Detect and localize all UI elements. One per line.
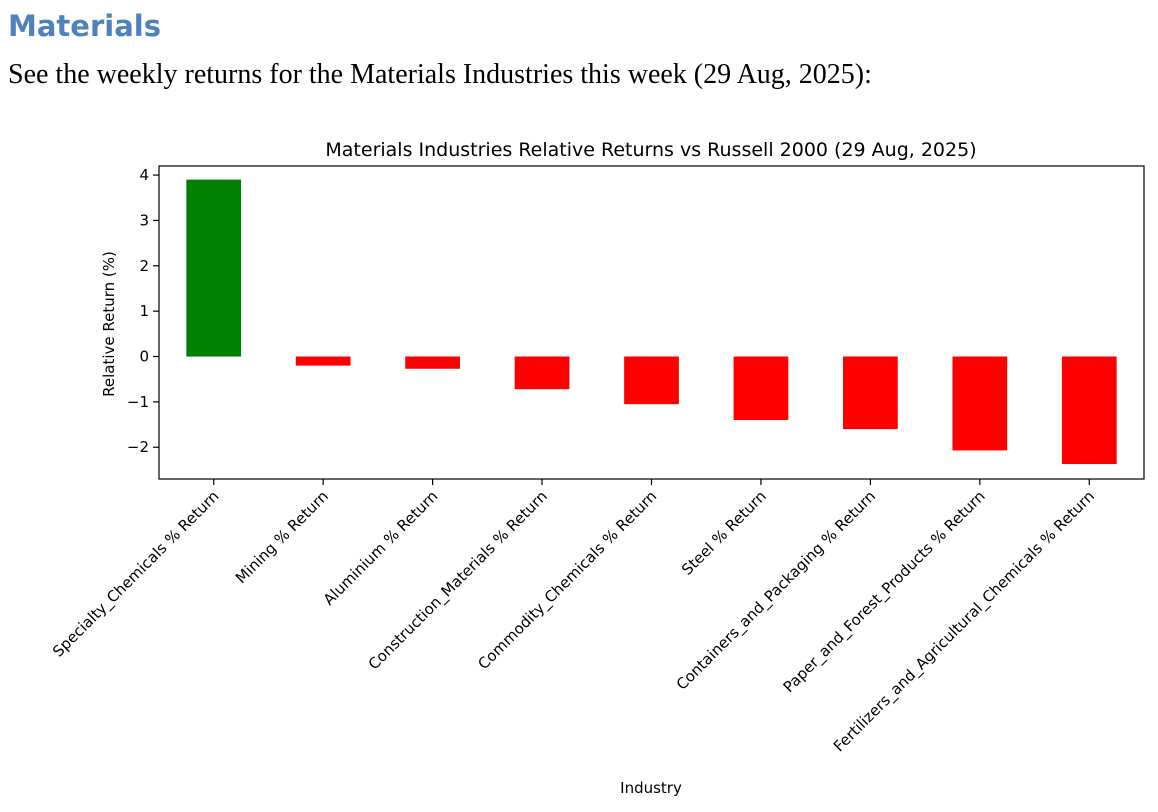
bar: [295, 356, 351, 366]
y-tick-label: 2: [139, 257, 149, 275]
x-tick-label: Fertilizers_and_Agricultural_Chemicals %…: [830, 487, 1099, 756]
bar: [186, 179, 242, 357]
bar: [514, 356, 570, 390]
bar: [733, 356, 789, 421]
bar: [1061, 356, 1117, 465]
y-tick-label: 0: [139, 348, 149, 366]
y-tick-label: 3: [139, 211, 149, 229]
x-tick-label: Mining % Return: [232, 487, 332, 587]
intro-text: See the weekly returns for the Materials…: [8, 59, 872, 90]
chart-title: Materials Industries Relative Returns vs…: [325, 139, 976, 161]
x-axis: Specialty_Chemicals % Return Mining % Ret…: [49, 479, 1099, 756]
x-axis-label: Industry: [620, 779, 682, 797]
bars-group: [186, 179, 1117, 465]
y-tick-label: −1: [127, 393, 149, 411]
y-tick-label: 1: [139, 302, 149, 320]
y-tick-label: 4: [139, 166, 149, 184]
x-tick-label: Commodity_Chemicals % Return: [474, 487, 661, 674]
section-heading: Materials: [8, 9, 161, 43]
bar: [952, 356, 1008, 451]
bar: [843, 356, 898, 430]
x-tick-label: Specialty_Chemicals % Return: [49, 487, 223, 661]
x-tick-label: Containers_and_Packaging % Return: [673, 487, 880, 694]
x-tick-label: Paper_and_Forest_Products % Return: [780, 487, 990, 697]
y-axis-label: Relative Return (%): [100, 251, 118, 397]
y-tick-label: −2: [127, 438, 149, 456]
x-tick-label: Aluminium % Return: [320, 487, 442, 609]
x-tick-label: Construction_Materials % Return: [365, 487, 552, 674]
bar: [405, 356, 460, 369]
y-axis: 4 3 2 1 0 −1 −2: [127, 166, 159, 456]
bar: [624, 356, 679, 405]
x-tick-label: Steel % Return: [678, 487, 770, 579]
